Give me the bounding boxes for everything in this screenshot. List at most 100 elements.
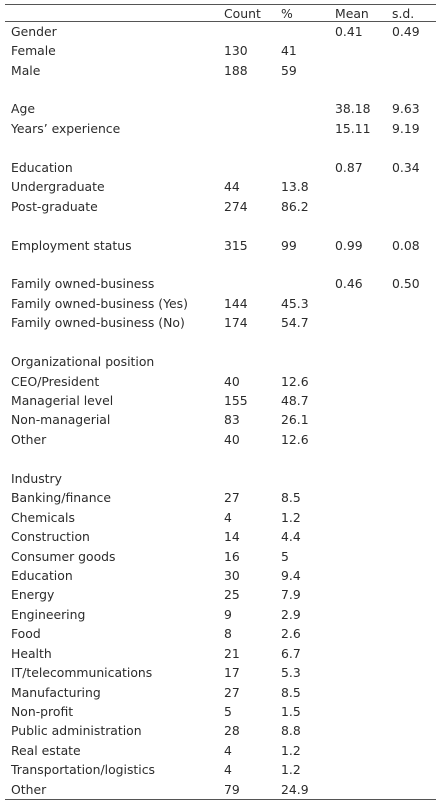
row-label: Organizational position	[11, 354, 155, 370]
table-row: Other 40 12.6	[5, 430, 436, 449]
row-label: Transportation/logistics	[11, 762, 155, 778]
row-percent	[281, 469, 335, 488]
row-mean: 0.87	[335, 159, 363, 175]
row-sd: 0.50	[392, 276, 420, 292]
table-row: Other 79 24.9	[5, 779, 436, 800]
row-sd	[392, 760, 436, 779]
table-row: Family owned-business (No) 174 54.7	[5, 313, 436, 332]
row-label: Non-profit	[11, 704, 74, 720]
row-sd	[392, 507, 436, 526]
row-label: Engineering	[11, 606, 86, 622]
table-row: Non-profit 5 1.5	[5, 702, 436, 721]
row-percent	[281, 99, 335, 118]
row-label	[5, 255, 224, 274]
row-label: Other	[11, 431, 47, 447]
spacer-row	[5, 80, 436, 99]
row-percent: 1.2	[281, 509, 301, 525]
table-row: Family owned-business 0.46 0.50	[5, 274, 436, 293]
row-mean	[335, 333, 392, 352]
header-sd: s.d.	[392, 4, 436, 22]
row-label: Non-managerial	[11, 412, 111, 428]
spacer-row	[5, 255, 436, 274]
row-percent: 59	[281, 62, 297, 78]
row-percent: 2.9	[281, 606, 301, 622]
row-sd	[392, 41, 436, 60]
row-sd	[392, 566, 436, 585]
row-sd: 9.19	[392, 120, 420, 136]
table-row: Years’ experience 15.11 9.19	[5, 119, 436, 138]
row-percent: 99	[281, 237, 297, 253]
row-percent	[281, 80, 335, 99]
row-count: 144	[224, 295, 248, 311]
table-body: Gender 0.41 0.49 Female 130 41 Male 188 59 Age 38.…	[5, 22, 436, 800]
row-label: Family owned-business	[11, 276, 155, 292]
table-row: Managerial level 155 48.7	[5, 391, 436, 410]
row-count: 315	[224, 237, 248, 253]
row-label: CEO/President	[11, 373, 100, 389]
row-sd	[392, 527, 436, 546]
row-sd	[392, 585, 436, 604]
row-mean: 0.46	[335, 276, 363, 292]
spacer-row	[5, 333, 436, 352]
row-count: 5	[224, 704, 232, 720]
row-percent	[281, 138, 335, 157]
row-mean	[335, 177, 392, 196]
row-sd	[392, 313, 436, 332]
row-percent: 2.6	[281, 626, 301, 642]
row-label: Gender	[11, 23, 57, 39]
table-row: Male 188 59	[5, 60, 436, 79]
table-row: Public administration 28 8.8	[5, 721, 436, 740]
spacer-row	[5, 216, 436, 235]
row-sd	[392, 430, 436, 449]
table-row: Health 21 6.7	[5, 644, 436, 663]
row-percent	[281, 255, 335, 274]
row-mean	[335, 507, 392, 526]
table-row: Organizational position	[5, 352, 436, 371]
header-row: Count % Mean s.d.	[5, 4, 436, 22]
row-sd	[392, 682, 436, 701]
row-label: Energy	[11, 587, 55, 603]
row-percent	[281, 216, 335, 235]
row-sd	[392, 410, 436, 429]
row-mean	[335, 527, 392, 546]
row-label	[5, 138, 224, 157]
row-mean	[335, 721, 392, 740]
header-percent: %	[281, 4, 335, 22]
row-count	[224, 255, 281, 274]
row-sd	[392, 644, 436, 663]
row-percent: 9.4	[281, 567, 301, 583]
row-percent: 12.6	[281, 431, 309, 447]
row-percent: 24.9	[281, 779, 335, 800]
row-count: 4	[224, 509, 232, 525]
row-mean	[335, 430, 392, 449]
row-label: Age	[11, 101, 35, 117]
row-percent: 8.8	[281, 723, 301, 739]
row-mean	[335, 216, 392, 235]
row-count	[224, 333, 281, 352]
row-percent	[281, 119, 335, 138]
row-count: 8	[224, 626, 232, 642]
row-percent: 45.3	[281, 295, 309, 311]
row-sd	[392, 216, 436, 235]
row-count: 14	[224, 529, 240, 545]
row-label: Employment status	[11, 237, 132, 253]
table-row: Banking/finance 27 8.5	[5, 488, 436, 507]
row-sd	[392, 352, 436, 371]
spacer-row	[5, 449, 436, 468]
row-count: 83	[224, 412, 240, 428]
row-mean	[335, 410, 392, 429]
row-count: 27	[224, 490, 240, 506]
row-label: Banking/finance	[11, 490, 111, 506]
row-sd	[392, 391, 436, 410]
row-count: 4	[224, 742, 232, 758]
row-count: 174	[224, 315, 248, 331]
row-mean	[335, 196, 392, 215]
row-count: 17	[224, 665, 240, 681]
row-count: 44	[224, 179, 240, 195]
row-sd: 0.49	[392, 23, 420, 39]
table-row: Chemicals 4 1.2	[5, 507, 436, 526]
row-sd	[392, 663, 436, 682]
row-percent: 48.7	[281, 393, 309, 409]
row-mean	[335, 294, 392, 313]
row-label: Manufacturing	[11, 684, 101, 700]
